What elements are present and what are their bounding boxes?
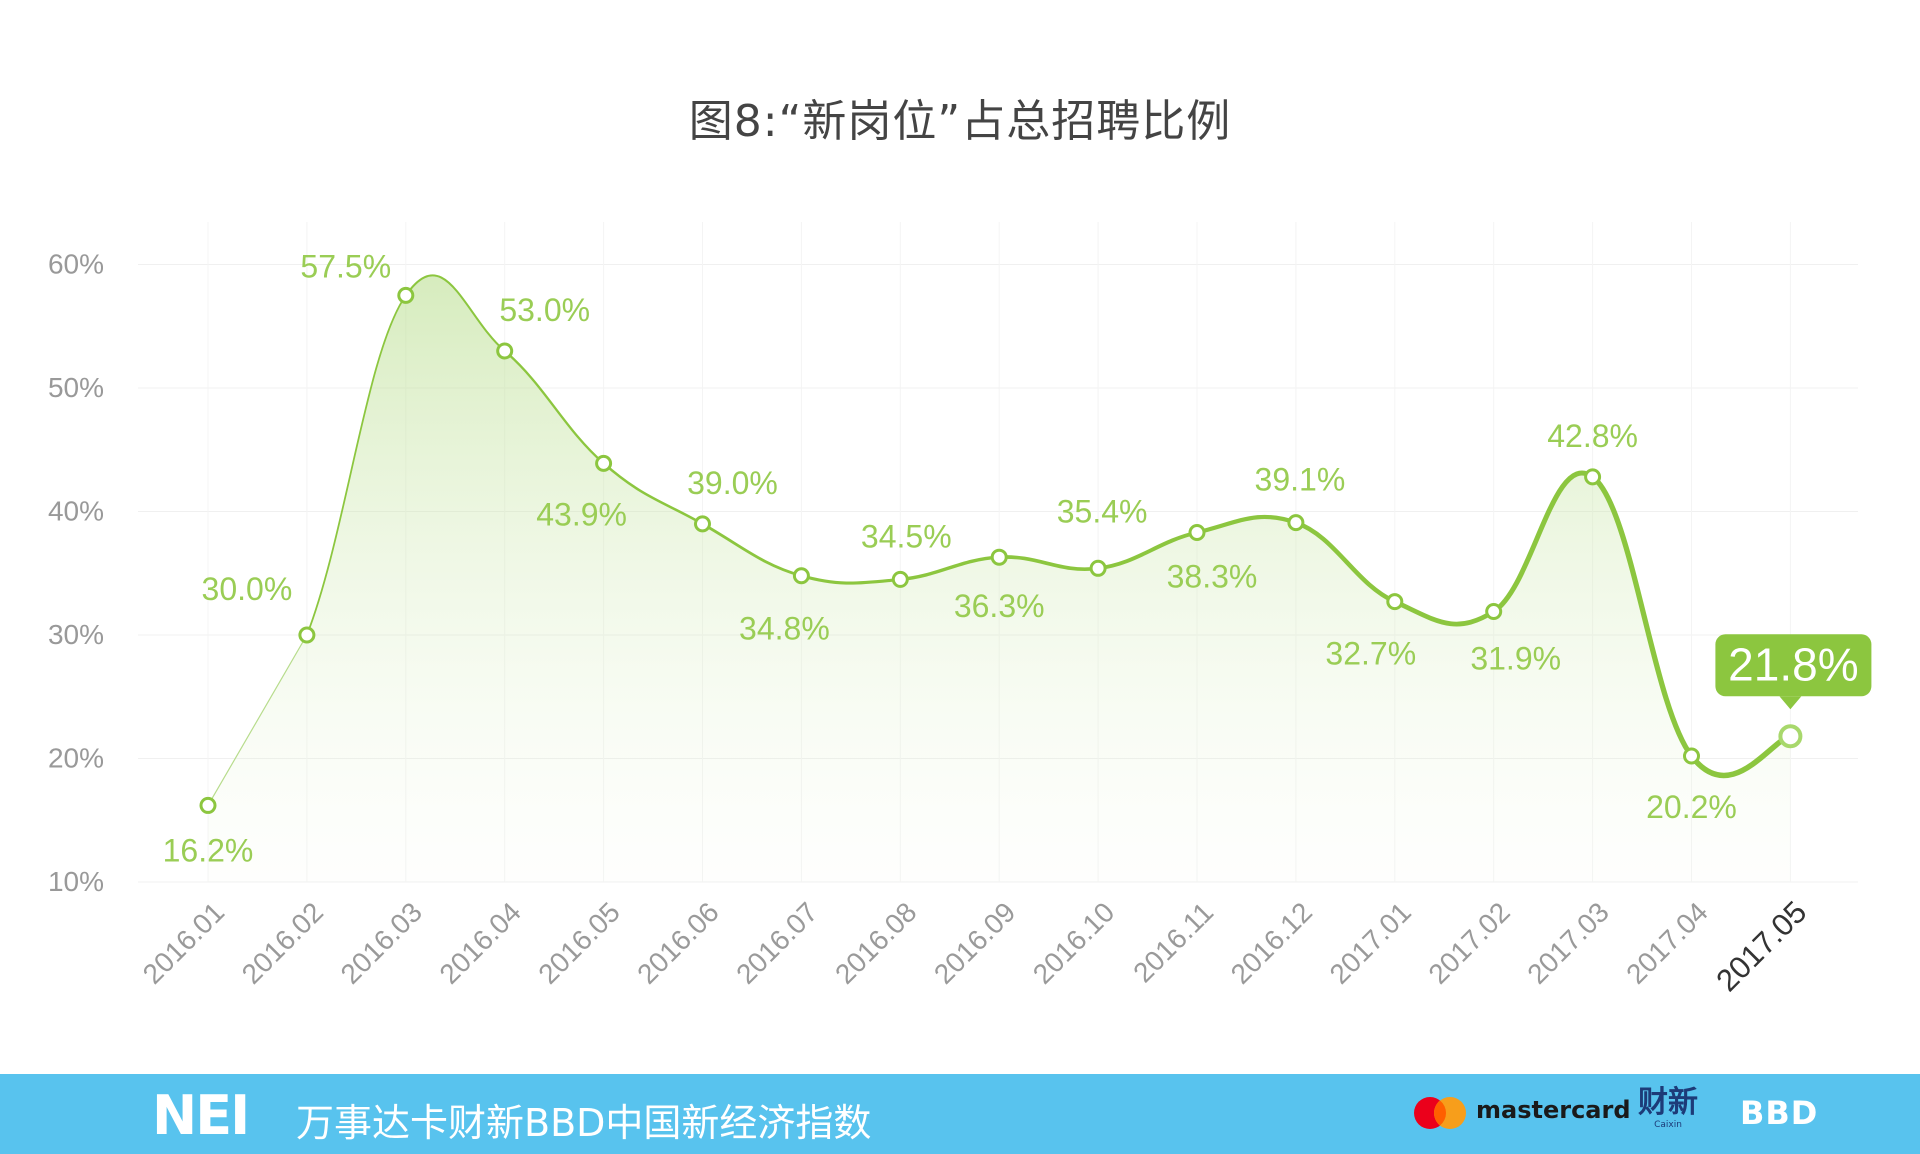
data-label: 42.8% [1547,418,1638,454]
series-line-segment [1589,474,1695,759]
data-label: 36.3% [954,588,1045,624]
area-fill [208,275,1791,883]
caixin-logo-en: Caixin [1654,1120,1682,1130]
series-line-segment [503,349,605,465]
series-line-segment [799,574,902,585]
chart-title: 图8:“新岗位”占总招聘比例 [688,96,1232,147]
caixin-logo-cn: 财新 [1638,1085,1698,1120]
x-tick-label: 2016.09 [928,896,1021,989]
series-line-segment [1096,530,1199,571]
data-label: 32.7% [1325,636,1416,672]
mastercard-logo-icon [1414,1097,1466,1129]
x-tick-label: 2016.12 [1225,896,1318,989]
bbd-logo: BBD [1740,1094,1819,1132]
data-point [397,286,415,304]
x-tick-label: 2016.06 [631,896,724,989]
y-tick-label: 40% [48,496,104,527]
data-point [1188,523,1206,541]
x-tick-label: 2016.02 [236,896,329,989]
x-tick-label: 2016.11 [1127,896,1219,988]
data-label: 20.2% [1646,789,1737,825]
data-point [1287,514,1305,532]
data-label: 31.9% [1470,641,1561,677]
data-label: 30.0% [202,571,293,607]
highlight-callout-box [1715,634,1872,697]
data-label: 34.5% [861,518,952,554]
data-point [1584,468,1602,486]
series-line-segment [1194,514,1298,535]
x-tick-label: 2017.04 [1620,896,1713,989]
y-tick-label: 30% [48,619,104,650]
highlight-callout-label: 21.8% [1728,638,1858,690]
series-line-segment [1392,599,1497,627]
y-tick-label: 20% [48,743,104,774]
series-line-segment [898,555,1001,582]
footer-title: 万事达卡财新BBD中国新经济指数 [296,1101,872,1145]
data-label: 39.0% [687,465,778,501]
x-tick-label: 2016.05 [532,896,625,989]
data-point [298,626,316,644]
x-tick-label: 2016.01 [137,896,230,989]
data-point [891,570,909,588]
x-tick-label: 2016.04 [433,896,526,989]
mastercard-wordmark: mastercard [1476,1096,1631,1124]
series-line-segment [306,294,407,636]
data-point [1485,603,1503,621]
series-line-segment [997,555,1100,571]
data-point [694,515,711,533]
data-label: 53.0% [499,292,590,328]
series-line-segment [1293,520,1398,604]
x-tick-label: 2017.01 [1324,896,1417,989]
x-tick-label: 2016.03 [335,896,428,989]
x-tick-label: 2017.02 [1422,896,1515,989]
y-tick-label: 10% [48,866,104,897]
data-point [1089,559,1107,577]
series-line-segment [602,462,704,526]
nei-logo: NEI [152,1084,250,1147]
caixin-logo: 财新 Caixin [1636,1085,1700,1131]
x-tick-label: 2017.03 [1521,896,1614,989]
data-label: 16.2% [163,832,254,868]
data-point [1778,724,1803,749]
highlight-callout-pointer [1779,696,1802,710]
data-point [199,796,217,814]
data-point [1386,593,1404,611]
x-tick-label: 2016.10 [1027,896,1120,989]
series-line-segment [701,522,803,578]
data-label: 57.5% [300,248,391,284]
x-tick-label: 2016.08 [829,896,922,989]
footer-bar: NEI 万事达卡财新BBD中国新经济指数 mastercard 财新 Caixi… [0,1074,1920,1154]
data-point [595,454,613,472]
data-label: 38.3% [1167,558,1258,594]
line-chart: 10% 20% 30% 40% 50% 60% 2016.01 2016.02 2016.03… [48,222,1872,998]
y-tick-label: 50% [48,372,104,403]
x-tick-label: 2016.07 [730,896,823,989]
series-line-segment [404,274,506,352]
data-point [792,567,810,585]
x-tick-label: 2017.05 [1709,894,1813,998]
series-line-segment [1491,470,1596,615]
data-label: 34.8% [739,611,830,647]
data-label: 35.4% [1057,493,1148,529]
data-point [496,342,514,360]
data-point [990,548,1008,566]
data-label: 43.9% [536,496,627,532]
data-point [1683,747,1700,765]
y-tick-label: 60% [48,249,104,280]
series-line-segment [207,634,308,807]
data-label: 39.1% [1255,462,1346,498]
